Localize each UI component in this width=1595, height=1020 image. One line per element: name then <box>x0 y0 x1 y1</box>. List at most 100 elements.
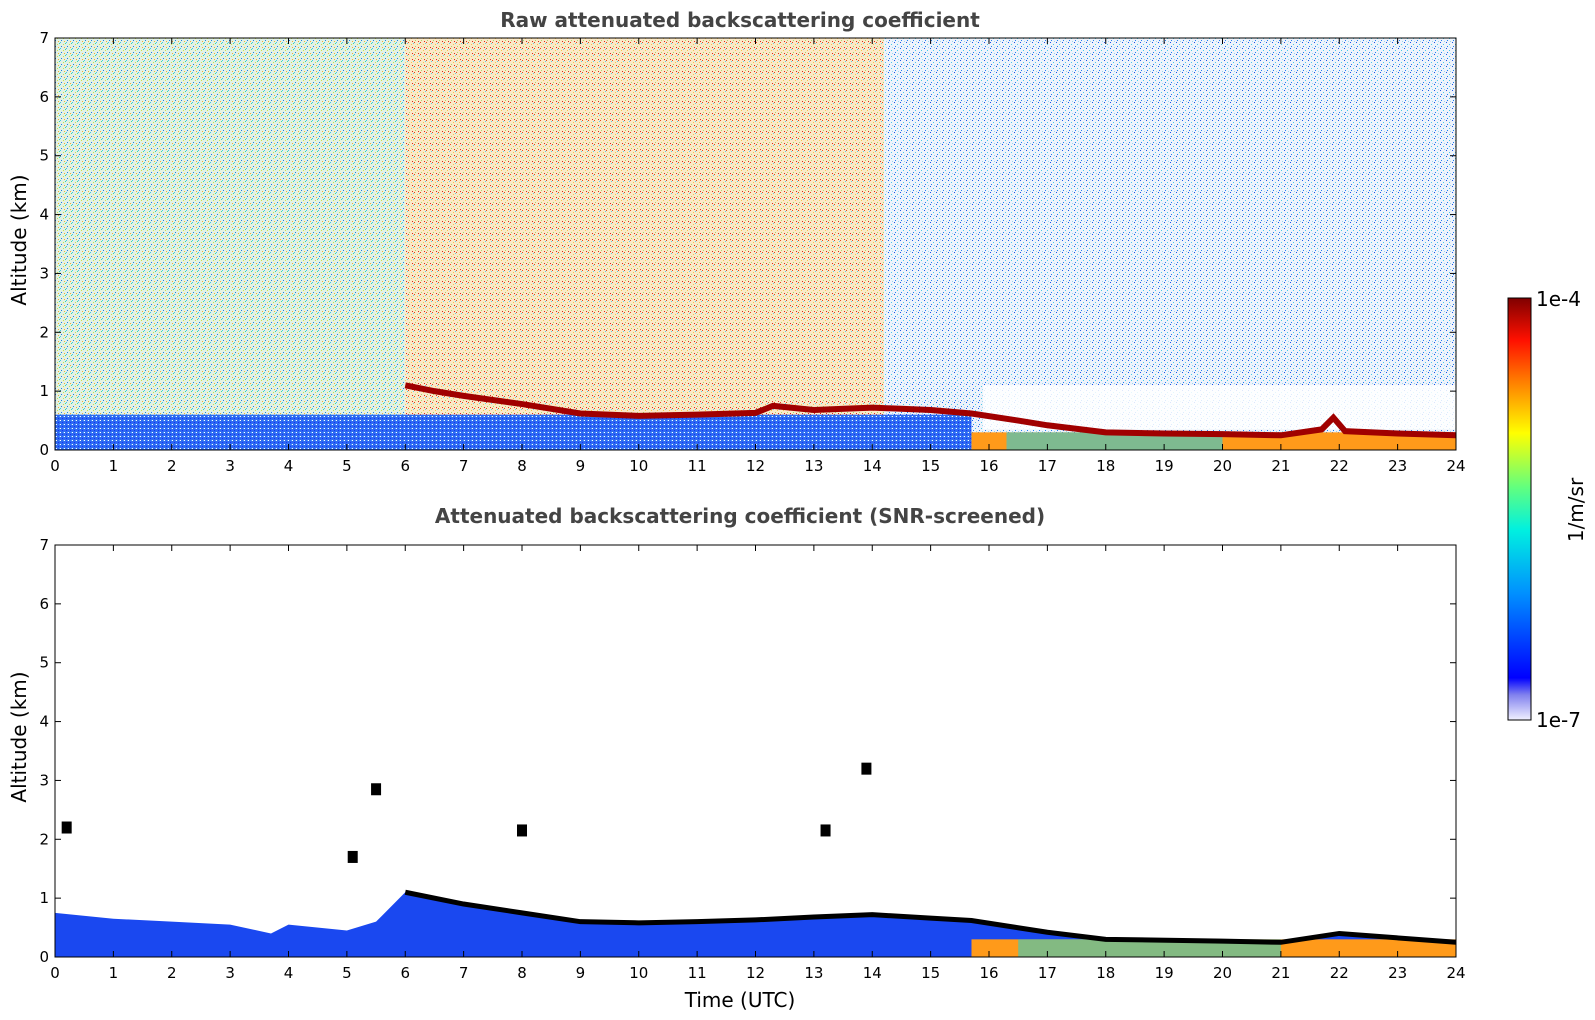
x-tick-label: 1 <box>109 457 119 475</box>
x-tick-label: 10 <box>629 457 648 475</box>
x-tick-label: 6 <box>400 457 410 475</box>
isolated-cloud-feature <box>61 821 72 834</box>
snr-screened-panel: Attenuated backscattering coefficient (S… <box>7 504 1466 1012</box>
y-tick-label: 3 <box>39 264 49 282</box>
surface-aerosol-region <box>55 414 972 450</box>
x-tick-label: 13 <box>804 457 823 475</box>
bottom-y-ticks: 0 1 2 3 4 5 6 7 <box>39 536 1456 966</box>
x-tick-label: 8 <box>517 457 527 475</box>
y-tick-label: 2 <box>39 830 49 848</box>
x-tick-label: 3 <box>225 964 235 982</box>
x-tick-label: 24 <box>1446 457 1465 475</box>
x-tick-label: 10 <box>629 964 648 982</box>
x-tick-label: 6 <box>400 964 410 982</box>
x-tick-label: 14 <box>863 457 882 475</box>
isolated-cloud-feature <box>347 850 358 863</box>
noise-region <box>405 38 884 450</box>
isolated-cloud-feature <box>517 824 527 837</box>
bottom-x-ticks: 0 1 2 3 4 5 6 7 8 9 10 11 12 13 14 15 16 17 18 19 20 21 22 23 24 <box>50 545 1466 982</box>
x-tick-label: 17 <box>1038 964 1057 982</box>
x-tick-label: 22 <box>1330 457 1349 475</box>
x-tick-label: 16 <box>979 457 998 475</box>
x-tick-label: 0 <box>50 964 60 982</box>
y-tick-label: 6 <box>39 88 49 106</box>
bottom-panel-title: Attenuated backscattering coefficient (S… <box>435 504 1045 528</box>
x-tick-label: 17 <box>1038 457 1057 475</box>
x-tick-label: 15 <box>921 964 940 982</box>
x-tick-label: 23 <box>1388 964 1407 982</box>
y-tick-label: 0 <box>39 948 49 966</box>
top-x-ticks: 0 1 2 3 4 5 6 7 8 9 10 11 12 13 14 15 16 17 18 19 20 21 22 23 24 <box>50 38 1466 475</box>
y-tick-label: 7 <box>39 536 49 554</box>
x-tick-label: 18 <box>1096 964 1115 982</box>
x-tick-label: 4 <box>284 964 294 982</box>
isolated-cloud-feature <box>861 762 872 775</box>
x-tick-label: 14 <box>863 964 882 982</box>
top-panel-title: Raw attenuated backscattering coefficien… <box>500 8 980 32</box>
y-tick-label: 6 <box>39 595 49 613</box>
x-tick-label: 11 <box>688 964 707 982</box>
x-tick-label: 3 <box>225 457 235 475</box>
x-tick-label: 7 <box>459 457 469 475</box>
raw-backscatter-panel: Raw attenuated backscattering coefficien… <box>7 8 1466 475</box>
x-tick-label: 18 <box>1096 457 1115 475</box>
cloud-layer-line <box>404 382 1457 439</box>
x-tick-label: 24 <box>1446 964 1465 982</box>
colorbar-gradient <box>1507 297 1532 721</box>
x-tick-label: 2 <box>167 964 177 982</box>
x-tick-label: 19 <box>1155 964 1174 982</box>
top-y-axis-label: Altitude (km) <box>7 174 31 305</box>
y-tick-label: 0 <box>39 441 49 459</box>
x-tick-label: 8 <box>517 964 527 982</box>
y-tick-label: 1 <box>39 382 49 400</box>
x-tick-label: 22 <box>1330 964 1349 982</box>
x-tick-label: 5 <box>342 457 352 475</box>
x-tick-label: 12 <box>746 964 765 982</box>
y-tick-label: 3 <box>39 771 49 789</box>
raw-heatmap-plot-area <box>54 37 1457 451</box>
x-tick-label: 20 <box>1213 964 1232 982</box>
y-tick-label: 4 <box>39 206 49 224</box>
x-tick-label: 21 <box>1271 964 1290 982</box>
x-tick-label: 23 <box>1388 457 1407 475</box>
y-tick-label: 7 <box>39 29 49 47</box>
x-tick-label: 15 <box>921 457 940 475</box>
clear-zone <box>983 385 1456 430</box>
cloud-layer-line <box>404 889 1457 945</box>
x-tick-label: 7 <box>459 964 469 982</box>
x-tick-label: 20 <box>1213 457 1232 475</box>
snr-heatmap-plot-area <box>54 544 1457 958</box>
x-axis-label: Time (UTC) <box>684 988 796 1012</box>
y-tick-label: 5 <box>39 147 49 165</box>
x-tick-label: 12 <box>746 457 765 475</box>
x-tick-label: 1 <box>109 964 119 982</box>
sub-cloud-aerosol-region <box>1018 939 1281 957</box>
x-tick-label: 11 <box>688 457 707 475</box>
y-tick-label: 4 <box>39 713 49 731</box>
y-tick-label: 5 <box>39 654 49 672</box>
plot-background <box>55 545 1456 957</box>
x-tick-label: 16 <box>979 964 998 982</box>
x-tick-label: 4 <box>284 457 294 475</box>
top-y-ticks: 0 1 2 3 4 5 6 7 <box>39 29 1456 459</box>
x-tick-label: 13 <box>804 964 823 982</box>
colorbar: 1e-4 1e-7 1/m/sr <box>1507 287 1588 732</box>
x-tick-label: 5 <box>342 964 352 982</box>
noise-region <box>883 38 1456 450</box>
colorbar-min-label: 1e-7 <box>1536 708 1581 732</box>
x-tick-label: 19 <box>1155 457 1174 475</box>
y-tick-label: 1 <box>39 889 49 907</box>
y-tick-label: 2 <box>39 323 49 341</box>
isolated-cloud-feature <box>820 824 831 837</box>
colorbar-unit-label: 1/m/sr <box>1564 477 1588 542</box>
bottom-y-axis-label: Altitude (km) <box>7 671 31 802</box>
x-tick-label: 9 <box>576 457 586 475</box>
x-tick-label: 0 <box>50 457 60 475</box>
sub-cloud-aerosol-region <box>1006 432 1223 450</box>
x-tick-label: 21 <box>1271 457 1290 475</box>
x-tick-label: 2 <box>167 457 177 475</box>
isolated-cloud-feature <box>371 783 382 796</box>
x-tick-label: 9 <box>576 964 586 982</box>
noise-region <box>55 38 406 450</box>
